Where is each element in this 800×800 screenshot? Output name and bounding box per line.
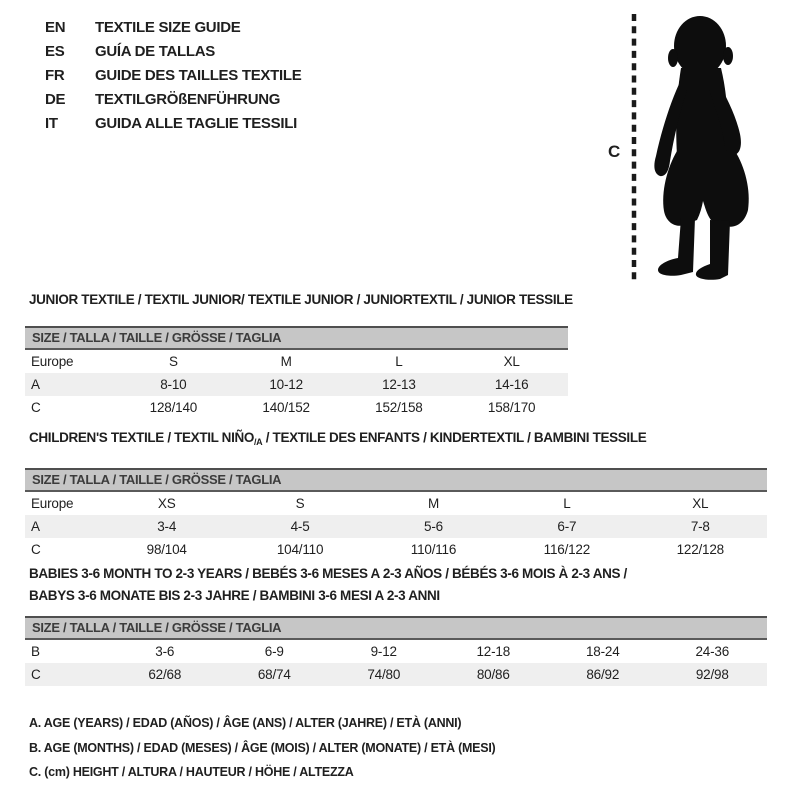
table-row: A 8-10 10-12 12-13 14-16 (25, 373, 568, 396)
language-code: FR (45, 66, 65, 84)
row-label: A (31, 377, 40, 392)
height-cell: 128/140 (149, 400, 198, 415)
row-label: C (31, 667, 41, 682)
table-row: Europe XS S M L XL (25, 492, 767, 515)
childrens-size-table: Europe XS S M L XL A 3-4 4-5 5-6 6-7 7-8… (25, 492, 767, 561)
language-row-es: ES GUÍA DE TALLAS (45, 39, 301, 63)
size-cell: L (395, 354, 403, 369)
age-cell: 8-10 (160, 377, 187, 392)
size-cell: XL (692, 496, 709, 511)
language-title: GUIDE DES TAILLES TEXTILE (95, 66, 302, 84)
size-header-bar: SIZE / TALLA / TAILLE / GRÖSSE / TAGLIA (25, 326, 568, 350)
toddler-silhouette-icon (654, 16, 749, 280)
row-label: C (31, 542, 41, 557)
height-cell: 116/122 (543, 542, 591, 557)
childrens-textile-section: CHILDREN'S TEXTILE / TEXTIL NIÑO/A / TEX… (25, 427, 767, 561)
size-cell: L (563, 496, 571, 511)
language-header: EN TEXTILE SIZE GUIDE ES GUÍA DE TALLAS … (45, 15, 302, 135)
height-cell: 80/86 (476, 667, 510, 682)
height-cell: 140/152 (262, 400, 310, 415)
footnotes: A. AGE (YEARS) / EDAD (AÑOS) / ÂGE (ANS)… (29, 711, 496, 785)
language-code: EN (45, 18, 66, 36)
table-row: Europe S M L XL (25, 350, 568, 373)
table-row: C 128/140 140/152 152/158 158/170 (25, 396, 568, 419)
size-cell: S (168, 354, 178, 369)
size-cell: XL (503, 354, 520, 369)
height-cell: 74/80 (367, 667, 401, 682)
babies-table-title-line1: BABIES 3-6 MONTH TO 2-3 YEARS / BEBÉS 3-… (29, 566, 627, 581)
size-header-bar: SIZE / TALLA / TAILLE / GRÖSSE / TAGLIA (25, 616, 767, 640)
height-cell: 104/110 (276, 542, 324, 557)
footnote-c: C. (cm) HEIGHT / ALTURA / HAUTEUR / HÖHE… (29, 765, 354, 779)
height-cell: 92/98 (695, 667, 729, 682)
size-header-bar: SIZE / TALLA / TAILLE / GRÖSSE / TAGLIA (25, 468, 767, 492)
age-cell: 7-8 (690, 519, 710, 534)
age-cell: 3-4 (157, 519, 177, 534)
age-cell: 12-18 (476, 644, 511, 659)
size-cell: M (427, 496, 439, 511)
height-cell: 68/74 (257, 667, 291, 682)
footnote-a: A. AGE (YEARS) / EDAD (AÑOS) / ÂGE (ANS)… (29, 716, 462, 730)
height-cell: 152/158 (375, 400, 423, 415)
age-cell: 6-9 (264, 644, 284, 659)
height-figure: C (600, 6, 785, 290)
height-cell: 86/92 (586, 667, 620, 682)
size-cell: M (280, 354, 292, 369)
row-label: Europe (31, 496, 74, 511)
language-code: DE (45, 90, 66, 108)
age-cell: 14-16 (494, 377, 529, 392)
babies-size-table: B 3-6 6-9 9-12 12-18 18-24 24-36 C 62/68… (25, 640, 767, 686)
childrens-table-title: CHILDREN'S TEXTILE / TEXTIL NIÑO/A / TEX… (29, 427, 767, 453)
babies-table-title-line2: BABYS 3-6 MONATE BIS 2-3 JAHRE / BAMBINI… (29, 588, 440, 603)
table-row: C 98/104 104/110 110/116 116/122 122/128 (25, 538, 767, 561)
age-cell: 18-24 (585, 644, 620, 659)
language-title: TEXTILGRÖßENFÜHRUNG (95, 90, 281, 108)
footnote-b: B. AGE (MONTHS) / EDAD (MESES) / ÂGE (MO… (29, 740, 496, 755)
age-cell: 10-12 (269, 377, 303, 392)
table-row: B 3-6 6-9 9-12 12-18 18-24 24-36 (25, 640, 767, 663)
junior-textile-section: JUNIOR TEXTILE / TEXTIL JUNIOR/ TEXTILE … (25, 289, 573, 419)
height-cell: 122/128 (676, 542, 725, 557)
junior-table-title: JUNIOR TEXTILE / TEXTIL JUNIOR/ TEXTILE … (29, 292, 573, 307)
height-dashed-line-icon (631, 14, 637, 280)
language-code: IT (45, 114, 58, 132)
row-label: B (31, 644, 40, 659)
age-cell: 9-12 (370, 644, 397, 659)
height-cell: 158/170 (487, 400, 536, 415)
age-cell: 12-13 (382, 377, 416, 392)
age-cell: 24-36 (695, 644, 730, 659)
table-row: C 62/68 68/74 74/80 80/86 86/92 92/98 (25, 663, 767, 686)
babies-textile-section: BABIES 3-6 MONTH TO 2-3 YEARS / BEBÉS 3-… (25, 563, 767, 686)
height-cell: 98/104 (146, 542, 187, 557)
title-subscript: /A (254, 437, 263, 447)
row-label: A (31, 519, 40, 534)
height-cell: 62/68 (148, 667, 182, 682)
size-cell: S (295, 496, 305, 511)
language-title: TEXTILE SIZE GUIDE (95, 18, 241, 36)
height-cell: 110/116 (410, 542, 457, 557)
row-label: C (31, 400, 41, 415)
row-label: Europe (31, 354, 74, 369)
height-measure-label: C (608, 142, 621, 161)
language-row-en: EN TEXTILE SIZE GUIDE (45, 15, 301, 39)
age-cell: 5-6 (424, 519, 443, 534)
age-cell: 4-5 (290, 519, 310, 534)
language-title: GUIDA ALLE TAGLIE TESSILI (95, 114, 297, 132)
age-cell: 3-6 (155, 644, 175, 659)
language-row-it: IT GUIDA ALLE TAGLIE TESSILI (45, 111, 301, 135)
junior-size-table: Europe S M L XL A 8-10 10-12 12-13 14-16… (25, 350, 568, 419)
size-cell: XS (157, 496, 176, 511)
language-row-de: DE TEXTILGRÖßENFÜHRUNG (45, 87, 301, 111)
age-cell: 6-7 (557, 519, 577, 534)
table-row: A 3-4 4-5 5-6 6-7 7-8 (25, 515, 767, 538)
language-title: GUÍA DE TALLAS (95, 42, 215, 60)
title-text: CHILDREN'S TEXTILE / TEXTIL NIÑO (29, 430, 255, 445)
title-text: / TEXTILE DES ENFANTS / KINDERTEXTIL / B… (262, 430, 647, 445)
language-row-fr: FR GUIDE DES TAILLES TEXTILE (45, 63, 302, 87)
language-code: ES (45, 42, 65, 60)
